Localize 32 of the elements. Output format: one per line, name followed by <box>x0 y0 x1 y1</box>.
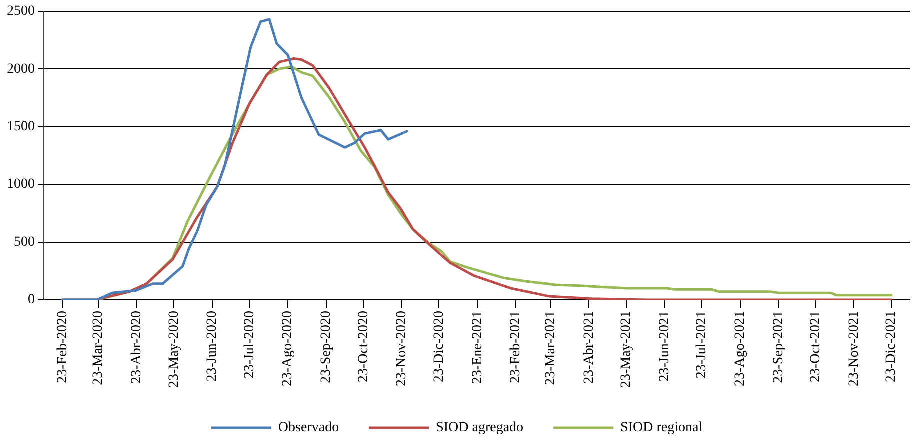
y-tick-label: 1000 <box>7 177 35 192</box>
x-tick-label: 23-Feb-2021 <box>508 311 524 384</box>
x-tick-label: 23-Oct-2020 <box>356 311 372 383</box>
y-tick-label: 1500 <box>7 120 35 135</box>
x-tick-label: 23-Jul-2020 <box>242 311 258 379</box>
x-tick-label: 23-Jun-2020 <box>205 311 220 382</box>
x-tick-label: 23-Oct-2021 <box>808 311 824 383</box>
y-tick-label: 2000 <box>7 62 35 77</box>
x-tick-label: 23-Mar-2021 <box>543 311 558 386</box>
x-tick-label: 23-Ago-2021 <box>732 311 748 386</box>
x-tick-label: 23-Dic-2021 <box>884 311 900 383</box>
y-tick-label: 500 <box>14 234 35 250</box>
x-tick-label: 23-Sep-2020 <box>319 311 334 384</box>
x-tick-label: 23-Sep-2021 <box>771 311 786 384</box>
x-tick-label: 23-Ago-2020 <box>280 311 296 386</box>
x-tick-label: 23-Dic-2020 <box>432 311 447 383</box>
x-tick-label: 23-May-2020 <box>166 311 182 388</box>
x-tick-label: 23-Abr-2020 <box>130 311 145 384</box>
legend-label: SIOD agregado <box>436 420 524 436</box>
x-tick-label: 23-Nov-2020 <box>394 311 410 386</box>
y-tick-label: 0 <box>28 292 35 308</box>
x-tick-label: 23-Jul-2021 <box>694 311 710 379</box>
x-tick-label: 23-Abr-2021 <box>582 311 597 384</box>
legend-label: SIOD regional <box>620 420 703 436</box>
x-tick-label: 23-May-2021 <box>618 311 634 388</box>
legend-label: Observado <box>278 420 340 436</box>
x-tick-label: 23-Jun-2021 <box>657 311 672 382</box>
y-tick-label: 2500 <box>7 4 35 20</box>
x-tick-label: 23-Mar-2020 <box>91 311 106 386</box>
x-tick-label: 23-Nov-2021 <box>846 311 862 386</box>
x-tick-label: 23-Feb-2020 <box>55 311 70 384</box>
x-tick-label: 23-Ene-2021 <box>470 311 486 384</box>
